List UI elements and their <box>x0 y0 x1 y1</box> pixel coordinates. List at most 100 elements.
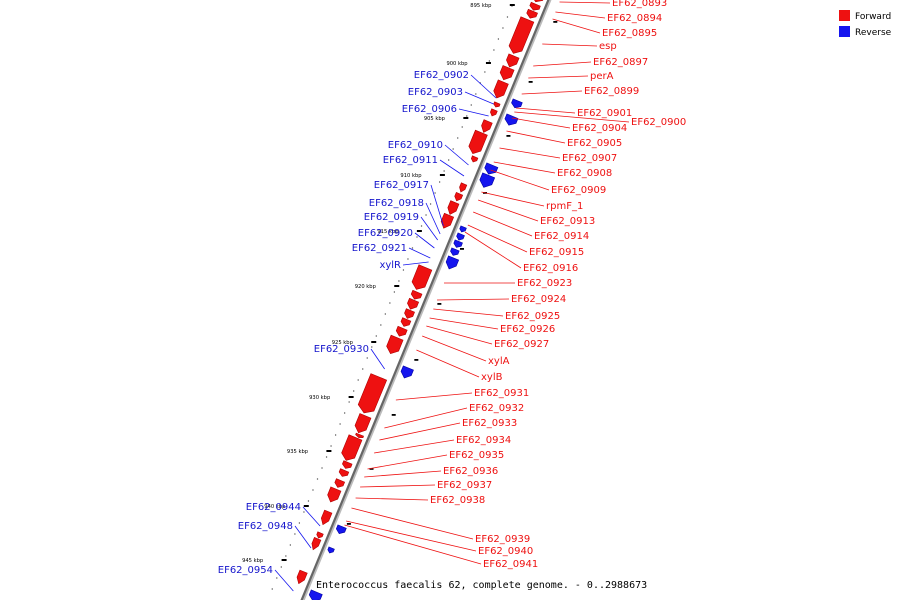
scale-dot <box>411 247 414 249</box>
scale-tick <box>348 396 354 398</box>
gene-forward <box>411 264 433 290</box>
gene-forward <box>410 289 423 300</box>
legend-reverse-swatch <box>839 26 850 37</box>
scale-dot <box>366 357 368 359</box>
scale-dot <box>466 115 468 117</box>
gene-label-reverse: EF62_0944 <box>246 502 301 513</box>
scale-dot <box>402 269 405 271</box>
label-leader <box>464 91 494 105</box>
gene-forward <box>459 182 468 193</box>
label-leader <box>458 108 489 117</box>
label-leader <box>416 349 480 378</box>
gene-label-forward: EF62_0935 <box>449 450 504 461</box>
label-leader <box>481 191 545 207</box>
gene-forward <box>440 212 455 229</box>
scale-dot <box>280 566 282 568</box>
label-leader <box>422 335 487 362</box>
minor-mark <box>437 303 442 305</box>
gene-reverse <box>308 589 323 600</box>
gene-label-forward: xylB <box>481 372 503 383</box>
minor-mark <box>414 359 419 361</box>
scale-dot <box>429 203 432 205</box>
label-leader <box>346 520 477 552</box>
minor-mark <box>506 135 511 137</box>
gene-label-forward: EF62_0940 <box>478 546 533 557</box>
tick-label: 930 kbp <box>309 395 331 401</box>
scale-dot <box>457 137 459 139</box>
gene-label-forward: EF62_0931 <box>474 388 529 399</box>
scale-tick <box>463 117 469 119</box>
scale-tick <box>303 505 309 507</box>
gene-label-forward: EF62_0932 <box>469 403 524 414</box>
gene-forward <box>320 509 333 526</box>
gene-label-forward: EF62_0907 <box>562 153 617 164</box>
gene-forward <box>400 317 412 327</box>
minor-mark <box>391 414 396 416</box>
gene-label-forward: EF62_0927 <box>494 339 549 350</box>
gene-label-forward: EF62_0901 <box>577 108 632 119</box>
label-leader <box>429 317 499 330</box>
gene-label-reverse: EF62_0917 <box>374 180 429 191</box>
gene-label-reverse: EF62_0911 <box>383 155 438 166</box>
gene-label-forward: perA <box>590 71 614 82</box>
scale-dot <box>502 27 504 29</box>
label-leader <box>511 117 571 129</box>
scale-tick <box>371 341 377 343</box>
gene-forward <box>508 16 535 54</box>
gene-label-reverse: EF62_0919 <box>364 212 419 223</box>
tick-label: 900 kbp <box>446 61 468 67</box>
scale-dot <box>334 434 337 436</box>
scale-dot <box>289 544 291 546</box>
gene-label-forward: EF62_0893 <box>612 0 667 9</box>
label-leader <box>370 348 385 370</box>
scale-ticks: 895 kbp 900 kbp 905 kbp 910 kbp 915 kbp 920 k… <box>242 3 558 590</box>
label-leader <box>467 224 528 253</box>
backbone <box>300 0 552 600</box>
gene-label-forward: EF62_0895 <box>602 28 657 39</box>
scale-dot <box>407 258 409 260</box>
minor-mark <box>369 468 374 470</box>
gene-forward <box>395 325 408 337</box>
scale-dot <box>285 555 287 557</box>
gene-forward <box>404 308 415 319</box>
minor-mark <box>346 523 351 525</box>
scale-dot <box>375 335 377 337</box>
gene-label-forward: EF62_0941 <box>483 559 538 570</box>
scale-dot <box>425 214 427 216</box>
gene-label-forward: EF62_0905 <box>567 138 622 149</box>
gene-label-reverse: EF62_0910 <box>388 140 443 151</box>
scale-dot <box>461 126 463 128</box>
gene-reverse <box>453 239 463 248</box>
gene-label-forward: EF62_0915 <box>529 247 584 258</box>
gene-forward <box>468 129 488 154</box>
gene-label-forward: EF62_0924 <box>511 294 566 305</box>
scale-dot <box>380 324 382 326</box>
gene-label-forward: EF62_0916 <box>523 263 578 274</box>
gene-forward <box>407 297 420 310</box>
label-leader <box>559 1 611 4</box>
tick-label: 945 kbp <box>242 558 264 564</box>
scale-dot <box>276 577 278 579</box>
gene-label-forward: EF62_0908 <box>557 168 612 179</box>
scale-dot <box>271 588 273 590</box>
scale-dot <box>488 60 490 62</box>
scale-tick <box>281 559 287 561</box>
tick-label: 915 kbp <box>377 229 399 235</box>
gene-forward <box>386 334 404 354</box>
tick-label: 935 kbp <box>287 449 309 455</box>
label-leader <box>521 90 583 95</box>
scale-dot <box>470 104 472 106</box>
gene-forward <box>296 569 308 585</box>
gene-forward <box>454 192 464 202</box>
gene-label-forward: EF62_0934 <box>456 435 511 446</box>
gene-forward <box>470 155 479 163</box>
gene-forward <box>357 373 388 414</box>
gene-label-forward: xylA <box>488 356 510 367</box>
scale-dot <box>452 148 454 150</box>
legend-reverse-label: Reverse <box>855 28 892 38</box>
label-leader <box>294 525 312 549</box>
scale-dot <box>330 445 332 447</box>
label-leader <box>499 147 561 159</box>
label-leader <box>420 216 438 241</box>
